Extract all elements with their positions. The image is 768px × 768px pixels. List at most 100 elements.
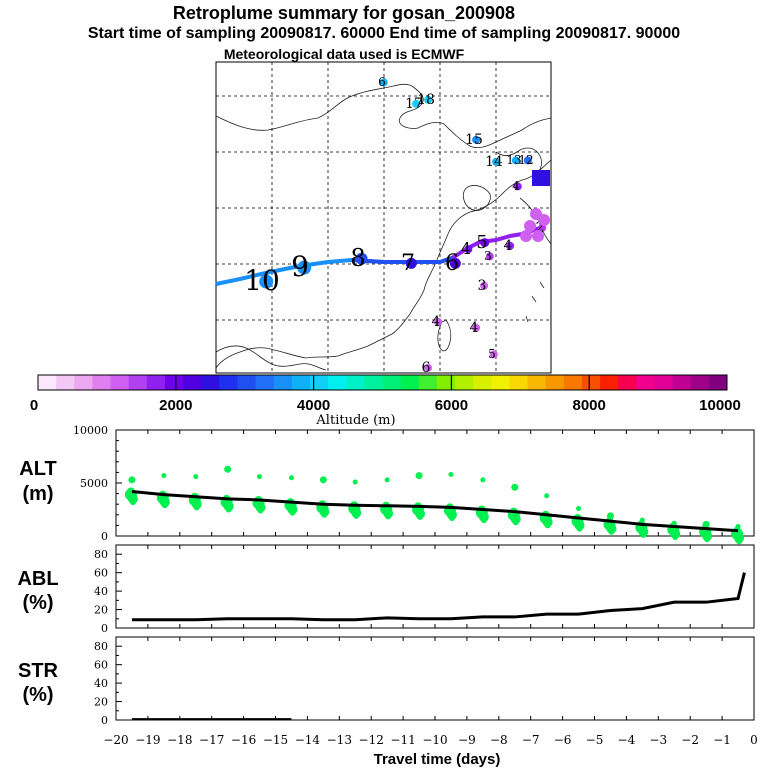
altitude-point	[126, 487, 135, 496]
colorbar-swatch	[473, 375, 492, 390]
altitude-upper-point	[319, 476, 327, 484]
map-marker-dot	[449, 257, 461, 269]
colorbar-swatch	[600, 375, 619, 390]
panel-frame	[115, 544, 755, 629]
colorbar-swatch	[273, 375, 293, 390]
y-tick-label: 0	[101, 530, 108, 543]
map-marker-label: 3	[478, 278, 487, 294]
map-marker-dot	[489, 350, 498, 359]
y-tick-label: 0	[101, 622, 108, 635]
y-tick-label: 80	[94, 640, 108, 653]
map-cluster-dot	[520, 230, 532, 242]
panel-str: STR(%) 80 60 40 20 0	[18, 636, 755, 727]
y-tick-label: 20	[94, 696, 108, 709]
map-marker-label: 12	[518, 153, 533, 167]
map-cluster-block	[532, 170, 550, 186]
map-marker-dot	[379, 78, 388, 87]
colorbar-swatch	[346, 375, 365, 390]
altitude-point	[385, 513, 392, 520]
map-marker-dot	[480, 281, 489, 290]
altitude-point	[353, 512, 360, 519]
x-tick-label: −1	[713, 733, 731, 747]
altitude-point	[480, 517, 487, 524]
altitude-upper-point	[352, 479, 358, 485]
colorbar-swatch	[436, 375, 456, 390]
colorbar-swatch	[128, 375, 148, 390]
x-tick-label: −11	[390, 733, 415, 747]
map-cluster-dot	[524, 220, 536, 232]
colorbar-swatch	[581, 375, 601, 390]
altitude-point	[544, 522, 551, 529]
map-marker-label: 13	[506, 153, 521, 167]
colorbar-swatch	[38, 375, 57, 390]
x-tick-label: −17	[199, 733, 224, 747]
map-marker-label: 5	[488, 347, 496, 361]
altitude-point	[576, 525, 583, 532]
altitude-upper-point	[639, 517, 645, 523]
colorbar-swatch	[636, 375, 655, 390]
altitude-upper-point	[193, 474, 199, 480]
map-marker-label: 14	[485, 154, 503, 170]
y-axis-unit: (m)	[22, 483, 53, 505]
time-series-panels: ALT(m)1000050000ABL(%)806040200STR(%)806…	[17, 424, 757, 747]
colorbar-tick-label: 8000	[573, 397, 606, 414]
altitude-point	[672, 534, 679, 541]
map-marker-label: 4	[504, 238, 513, 254]
map-marker-label: 7	[401, 251, 415, 276]
map-marker-label: 4	[512, 179, 520, 193]
colorbar-swatch	[364, 375, 383, 390]
map-panel: 10987654433445661718151413121142	[215, 61, 552, 376]
colorbar-swatch	[237, 375, 257, 390]
colorbar-tick-label: 6000	[435, 397, 468, 414]
map-marker-dot	[523, 156, 532, 165]
colorbar-swatch	[219, 375, 238, 390]
colorbar-label: Altitude (m)	[315, 413, 395, 428]
map-marker-label: 4	[432, 314, 441, 330]
map-marker-label: 4	[470, 320, 479, 336]
altitude-upper-point	[384, 477, 390, 483]
x-tick-label: −6	[554, 733, 572, 747]
map-marker-dot	[259, 274, 274, 289]
altitude-upper-point	[288, 475, 294, 481]
altitude-upper-point	[415, 472, 423, 480]
map-marker-label: 6	[445, 251, 459, 276]
map-marker-dot	[513, 182, 522, 191]
panel-frame	[115, 636, 755, 721]
colorbar-tick-label: 0	[30, 397, 38, 414]
x-tick-label: 0	[750, 733, 758, 747]
colorbar-swatch	[400, 375, 420, 390]
colorbar-swatch	[110, 375, 130, 390]
colorbar-swatch	[618, 375, 637, 390]
x-tick-label: −19	[135, 733, 160, 747]
colorbar-swatch	[291, 375, 311, 390]
colorbar-frame	[37, 374, 728, 391]
x-tick-label: −4	[618, 733, 636, 747]
colorbar-swatch	[690, 375, 710, 390]
colorbar-swatch	[146, 375, 166, 390]
y-tick-label: 5000	[80, 477, 108, 490]
y-tick-label: 20	[94, 604, 108, 617]
altitude-point	[640, 531, 647, 538]
map-markers: 10987654433445661718151413121142	[244, 75, 550, 376]
y-tick-label: 40	[94, 677, 108, 690]
map-marker-label: 6	[378, 75, 386, 89]
map-marker-label: 9	[291, 250, 309, 283]
colorbar-tick-label: 10000	[699, 397, 741, 414]
y-axis-title: STR	[18, 660, 59, 682]
y-axis-title: ABL	[17, 568, 58, 590]
colorbar-swatch	[201, 375, 220, 390]
altitude-upper-point	[257, 474, 263, 480]
x-tick-label: −8	[490, 733, 508, 747]
colorbar-swatch	[418, 375, 438, 390]
map-marker-dot	[405, 257, 417, 269]
sampling-times: Start time of sampling 20090817. 60000 E…	[87, 25, 681, 42]
colorbar-swatch	[74, 375, 93, 390]
map-marker-label: 4	[461, 239, 471, 258]
altitude-point	[161, 502, 168, 509]
x-tick-label: −14	[295, 733, 321, 747]
map-marker-dot	[480, 238, 490, 248]
x-tick-label: −12	[359, 733, 384, 747]
altitude-upper-point	[161, 473, 167, 479]
altitude-point	[704, 536, 711, 543]
altitude-upper-point	[544, 493, 550, 499]
